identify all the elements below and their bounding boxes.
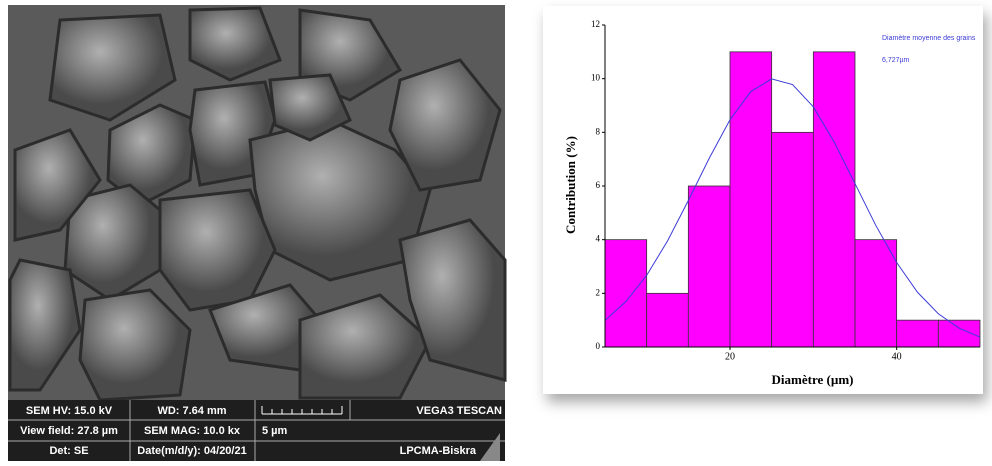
y-tick-label: 6 [596, 180, 601, 190]
fit-curve [604, 78, 981, 338]
sem-label: LPCMA-Biskra [400, 445, 477, 457]
sem-label: 5 µm [262, 425, 288, 437]
y-tick-label: 2 [596, 287, 601, 297]
sem-label: Det: SE [49, 445, 88, 457]
bar [896, 319, 939, 348]
bar [812, 51, 856, 348]
bar [771, 131, 814, 348]
sem-label: SEM HV: 15.0 kV [26, 405, 113, 417]
bar [604, 239, 648, 348]
x-tick-label: 20 [725, 351, 735, 362]
sem-image [8, 5, 507, 402]
bar [687, 185, 731, 348]
annotation: Diamètre moyenne des grains [882, 35, 976, 42]
sem-info-bar: SEM HV: 15.0 kV WD: 7.64 mm VEGA3 TESCAN… [8, 400, 505, 461]
x-axis-label: Diamètre (µm) [772, 372, 854, 387]
sem-label: WD: 7.64 mm [157, 405, 226, 417]
sem-label: VEGA3 TESCAN [416, 405, 502, 417]
y-tick-label: 10 [591, 73, 601, 83]
x-tick-label: 40 [892, 351, 902, 362]
bar [937, 319, 981, 348]
sem-label: View field: 27.8 µm [20, 425, 118, 437]
sem-label: SEM MAG: 10.0 kx [144, 425, 241, 437]
y-axis-label: Contribution (%) [563, 136, 578, 234]
annotation: 6,727µm [882, 57, 910, 64]
y-tick-label: 4 [596, 234, 601, 244]
bar [646, 292, 689, 348]
y-tick-label: 0 [596, 341, 601, 351]
y-tick-label: 12 [591, 19, 600, 29]
bar [854, 239, 898, 348]
sem-label: Date(m/d/y): 04/20/21 [137, 445, 246, 457]
bar [729, 51, 773, 348]
histogram: 0 2 4 6 8 10 12 20 40 Diamètre (µm) Contribution (… [563, 19, 981, 387]
y-tick-label: 8 [596, 126, 601, 136]
